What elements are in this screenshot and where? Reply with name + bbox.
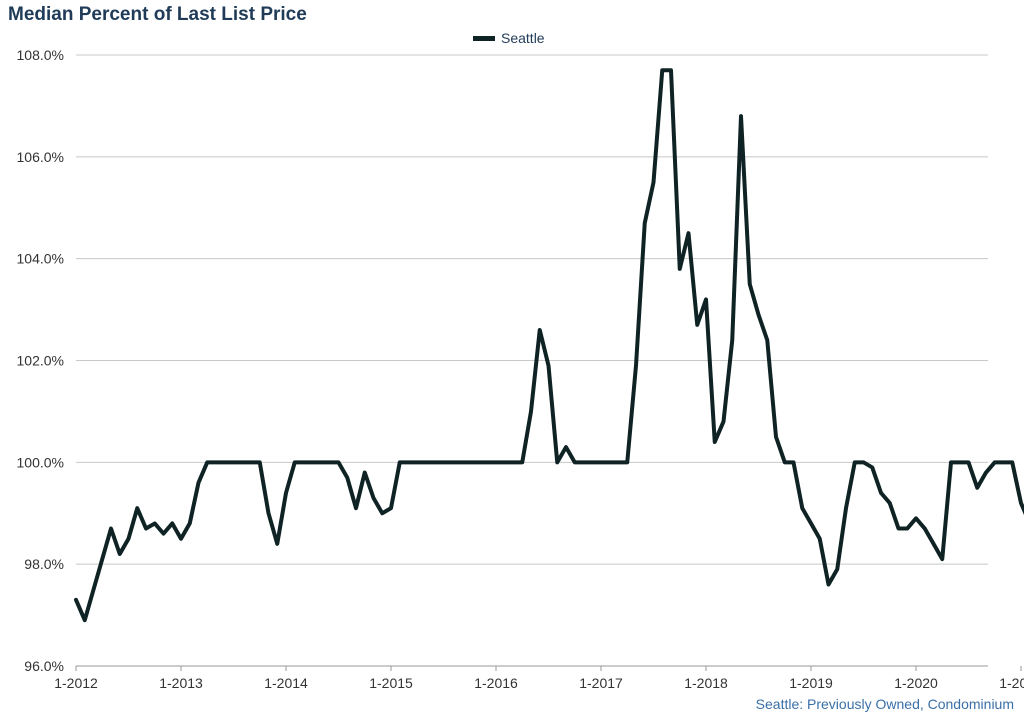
grid-layer [76,54,988,667]
legend: Seattle [473,30,545,46]
y-tick-label: 98.0% [24,556,64,572]
x-tick-label: 1-2016 [474,675,518,691]
y-tick-label: 108.0% [17,47,64,63]
series-layer [74,68,1024,623]
y-tick-label: 96.0% [24,658,64,674]
y-tick-label: 106.0% [17,149,64,165]
axis-layer: 96.0% 98.0% 100.0% 102.0% 104.0% 106.0% 108.0%… [17,47,1024,691]
x-tick-label: 1-2012 [54,675,98,691]
x-tick-label: 1-2014 [264,675,308,691]
chart-title: Median Percent of Last List Price [8,4,307,25]
y-tick-label: 102.0% [17,353,64,369]
chart-footnote: Seattle: Previously Owned, Condominium [755,696,1014,712]
y-tick-label: 100.0% [17,454,64,470]
x-tick-label: 1-2021 [999,675,1024,691]
legend-label-seattle: Seattle [501,30,545,46]
x-tick-label: 1-2019 [789,675,833,691]
x-tick-label: 1-2015 [369,675,413,691]
y-tick-label: 104.0% [17,251,64,267]
x-tick-label: 1-2018 [684,675,728,691]
x-tick-label: 1-2013 [159,675,203,691]
series-line-seattle [74,68,1024,623]
x-tick-label: 1-2017 [579,675,623,691]
x-tick-label: 1-2020 [894,675,938,691]
legend-swatch-seattle [473,35,495,41]
